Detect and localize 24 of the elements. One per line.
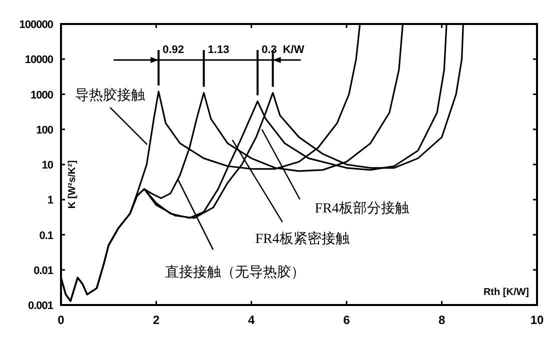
x-tick-label: 10 (530, 313, 544, 327)
x-tick-label: 4 (248, 313, 256, 327)
y-tick-label: 1 (47, 194, 54, 207)
annotation: 0.92 (162, 44, 184, 56)
y-tick-label: 0.01 (34, 264, 54, 277)
annotation: FR4板紧密接触 (255, 230, 350, 247)
x-tick-label: 2 (152, 313, 160, 327)
y-tick-label: 1000 (30, 89, 54, 102)
y-tick-label: 10000 (24, 54, 54, 66)
annotation: 1.13 (208, 44, 230, 56)
y-tick-label: 100 (36, 124, 54, 136)
annotation: FR4板部分接触 (314, 200, 409, 216)
x-tick-label: 8 (438, 313, 446, 327)
y-tick-label: 100000 (19, 19, 54, 31)
x-axis-title: Rth [K/W] (483, 287, 529, 298)
annotation: K/W (282, 44, 305, 56)
y-axis-title: K [W²s/K²] (67, 160, 78, 209)
annotation: 直接接触（无导热胶） (165, 264, 306, 281)
y-tick-label: 0.001 (28, 300, 54, 312)
x-tick-label: 0 (58, 313, 65, 327)
annotation: 导热胶接触 (75, 88, 146, 104)
y-tick-label: 10 (42, 160, 54, 172)
x-tick-label: 6 (343, 313, 350, 327)
y-tick-label: 0.1 (39, 230, 54, 242)
